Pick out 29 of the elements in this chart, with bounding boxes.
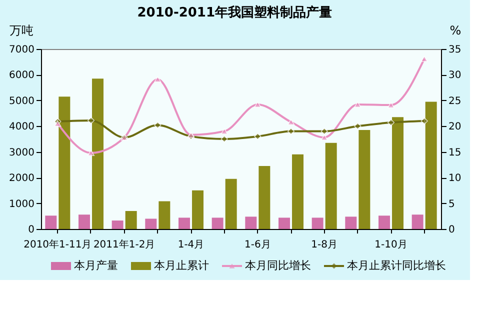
y2-tick-label: 0 bbox=[448, 224, 455, 236]
y-tick-label: 3000 bbox=[9, 147, 34, 158]
legend-label: 本月同比增长 bbox=[245, 259, 311, 272]
y2-tick-label: 35 bbox=[448, 44, 462, 56]
y2-tick-label: 25 bbox=[448, 96, 462, 107]
y2-tick-label: 30 bbox=[448, 70, 462, 82]
legend-label: 本月产量 bbox=[74, 259, 118, 272]
x-tick-label: 2011年1-2月 bbox=[93, 238, 156, 250]
x-tick-label: 1-10月 bbox=[374, 240, 408, 250]
x-tick-label: 1-8月 bbox=[311, 240, 338, 250]
y2-tick-label: 15 bbox=[448, 147, 462, 158]
legend-label: 本月止累计 bbox=[154, 259, 209, 272]
y2-axis-title: % bbox=[450, 24, 462, 38]
y-tick-label: 0 bbox=[28, 224, 34, 236]
y-tick-label: 4000 bbox=[9, 122, 34, 133]
y2-tick-label: 5 bbox=[448, 198, 455, 210]
x-tick-label: 1-4月 bbox=[178, 240, 204, 250]
y-tick-label: 1000 bbox=[9, 198, 34, 210]
y-tick-label: 6000 bbox=[9, 70, 34, 82]
legend-label: 本月止累计同比增长 bbox=[347, 259, 446, 272]
y-axis-title: 万吨 bbox=[10, 24, 34, 38]
y-tick-label: 7000 bbox=[9, 44, 34, 56]
y2-tick-label: 10 bbox=[448, 173, 462, 184]
chart-title: 2010-2011年我国塑料制品产量 bbox=[137, 4, 332, 20]
y-tick-label: 2000 bbox=[9, 173, 34, 184]
y2-tick-label: 20 bbox=[448, 122, 462, 133]
x-tick-label: 1-6月 bbox=[244, 240, 271, 250]
y-tick-label: 5000 bbox=[9, 96, 34, 107]
x-tick-label: 2010年1-11月 bbox=[24, 238, 92, 250]
